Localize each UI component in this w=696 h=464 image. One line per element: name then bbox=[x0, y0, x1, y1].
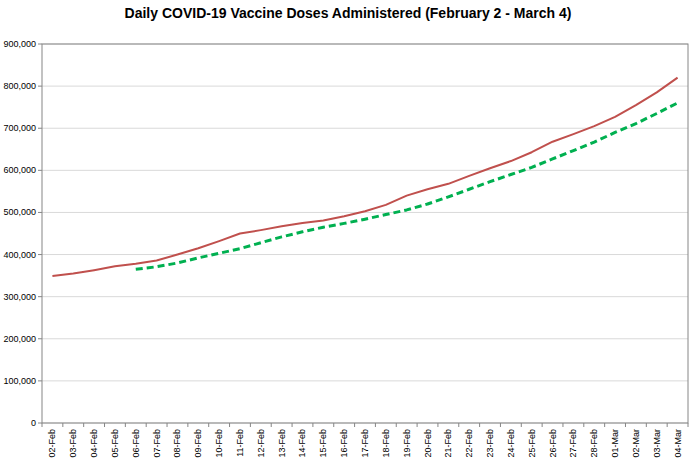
x-tick-label: 23-Feb bbox=[485, 429, 495, 458]
y-tick-label: 400,000 bbox=[3, 250, 36, 260]
x-tick-label: 11-Feb bbox=[235, 429, 245, 457]
x-tick bbox=[250, 423, 251, 427]
x-tick bbox=[542, 423, 543, 427]
x-tick-label: 08-Feb bbox=[172, 429, 182, 458]
x-tick bbox=[333, 423, 334, 427]
x-tick bbox=[187, 423, 188, 427]
y-tick bbox=[38, 338, 42, 339]
x-tick bbox=[500, 423, 501, 427]
x-tick-label: 07-Feb bbox=[152, 429, 162, 458]
x-tick-label: 03-Feb bbox=[68, 429, 78, 458]
x-tick-label: 18-Feb bbox=[381, 429, 391, 458]
y-tick-label: 0 bbox=[31, 418, 36, 428]
y-tick bbox=[38, 380, 42, 381]
x-tick-label: 06-Feb bbox=[131, 429, 141, 458]
y-tick-label: 300,000 bbox=[3, 292, 36, 302]
x-tick bbox=[562, 423, 563, 427]
y-tick-label: 900,000 bbox=[3, 39, 36, 49]
x-tick-label: 12-Feb bbox=[256, 429, 266, 458]
y-tick bbox=[38, 170, 42, 171]
x-tick bbox=[583, 423, 584, 427]
y-tick-label: 500,000 bbox=[3, 207, 36, 217]
y-tick bbox=[38, 44, 42, 45]
x-tick-label: 09-Feb bbox=[193, 429, 203, 458]
x-tick-label: 02-Mar bbox=[631, 429, 641, 458]
x-tick bbox=[479, 423, 480, 427]
x-tick bbox=[646, 423, 647, 427]
chart: Daily COVID-19 Vaccine Doses Administere… bbox=[0, 0, 696, 464]
x-tick bbox=[521, 423, 522, 427]
x-tick-label: 22-Feb bbox=[464, 429, 474, 458]
x-tick bbox=[83, 423, 84, 427]
x-tick bbox=[417, 423, 418, 427]
x-tick-label: 28-Feb bbox=[589, 429, 599, 458]
x-tick-label: 04-Mar bbox=[673, 429, 683, 458]
x-tick-label: 10-Feb bbox=[214, 429, 224, 458]
grid-line bbox=[42, 170, 688, 171]
x-tick bbox=[688, 423, 689, 427]
y-tick-label: 100,000 bbox=[3, 376, 36, 386]
y-tick bbox=[38, 212, 42, 213]
x-tick bbox=[42, 423, 43, 427]
series-line bbox=[52, 78, 677, 276]
y-tick-label: 600,000 bbox=[3, 165, 36, 175]
grid-line bbox=[42, 86, 688, 87]
x-tick bbox=[312, 423, 313, 427]
grid-line bbox=[42, 296, 688, 297]
x-tick bbox=[62, 423, 63, 427]
x-tick bbox=[146, 423, 147, 427]
x-tick-label: 21-Feb bbox=[443, 429, 453, 458]
background bbox=[0, 0, 696, 464]
x-tick-label: 05-Feb bbox=[110, 429, 120, 458]
x-tick-label: 17-Feb bbox=[360, 429, 370, 458]
title: Daily COVID-19 Vaccine Doses Administere… bbox=[125, 5, 572, 21]
x-tick bbox=[125, 423, 126, 427]
x-tick bbox=[625, 423, 626, 427]
grid-line bbox=[42, 338, 688, 339]
y-tick-label: 800,000 bbox=[3, 81, 36, 91]
x-tick-label: 19-Feb bbox=[402, 429, 412, 458]
x-tick bbox=[667, 423, 668, 427]
grid-line bbox=[42, 380, 688, 381]
x-tick-label: 27-Feb bbox=[568, 429, 578, 458]
x-tick-label: 15-Feb bbox=[318, 429, 328, 458]
x-tick-label: 14-Feb bbox=[297, 429, 307, 458]
x-tick-label: 04-Feb bbox=[89, 429, 99, 458]
y-tick bbox=[38, 254, 42, 255]
y-tick bbox=[38, 86, 42, 87]
x-tick-label: 13-Feb bbox=[277, 429, 287, 458]
x-tick bbox=[292, 423, 293, 427]
x-tick-label: 01-Mar bbox=[610, 429, 620, 458]
x-tick bbox=[208, 423, 209, 427]
x-tick-label: 20-Feb bbox=[423, 429, 433, 458]
plot-frame bbox=[42, 44, 688, 423]
x-tick-label: 26-Feb bbox=[548, 429, 558, 458]
x-tick bbox=[229, 423, 230, 427]
x-tick-label: 03-Mar bbox=[652, 429, 662, 458]
y-tick bbox=[38, 128, 42, 129]
x-tick bbox=[271, 423, 272, 427]
x-tick bbox=[104, 423, 105, 427]
x-tick bbox=[437, 423, 438, 427]
y-tick-label: 200,000 bbox=[3, 334, 36, 344]
x-tick-label: 16-Feb bbox=[339, 429, 349, 458]
plot-area bbox=[52, 78, 677, 276]
x-tick bbox=[604, 423, 605, 427]
y-tick bbox=[38, 423, 42, 424]
x-tick bbox=[167, 423, 168, 427]
grid-line bbox=[42, 254, 688, 255]
y-tick bbox=[38, 296, 42, 297]
series-line bbox=[136, 103, 678, 269]
y-tick-label: 700,000 bbox=[3, 123, 36, 133]
x-tick bbox=[354, 423, 355, 427]
x-tick-label: 24-Feb bbox=[506, 429, 516, 458]
x-tick-label: 02-Feb bbox=[47, 429, 57, 458]
x-tick bbox=[375, 423, 376, 427]
x-tick bbox=[396, 423, 397, 427]
x-tick-label: 25-Feb bbox=[527, 429, 537, 458]
x-tick bbox=[458, 423, 459, 427]
